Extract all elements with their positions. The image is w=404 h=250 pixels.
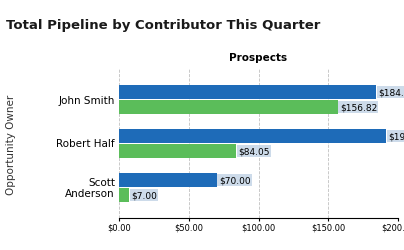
Text: $191.50: $191.50 xyxy=(388,132,404,141)
Text: Opportunity Owner: Opportunity Owner xyxy=(6,94,16,194)
Bar xyxy=(119,129,386,143)
Text: $184.50: $184.50 xyxy=(379,88,404,97)
Text: Prospects: Prospects xyxy=(229,53,288,62)
Bar xyxy=(119,173,217,187)
Text: $156.82: $156.82 xyxy=(340,103,377,112)
Bar xyxy=(119,188,129,202)
Text: $70.00: $70.00 xyxy=(219,176,250,184)
Text: $7.00: $7.00 xyxy=(131,191,157,200)
Bar xyxy=(119,101,338,115)
Bar xyxy=(119,144,236,158)
Text: $84.05: $84.05 xyxy=(238,147,270,156)
Bar xyxy=(119,86,377,100)
Text: Total Pipeline by Contributor This Quarter: Total Pipeline by Contributor This Quart… xyxy=(6,19,320,32)
